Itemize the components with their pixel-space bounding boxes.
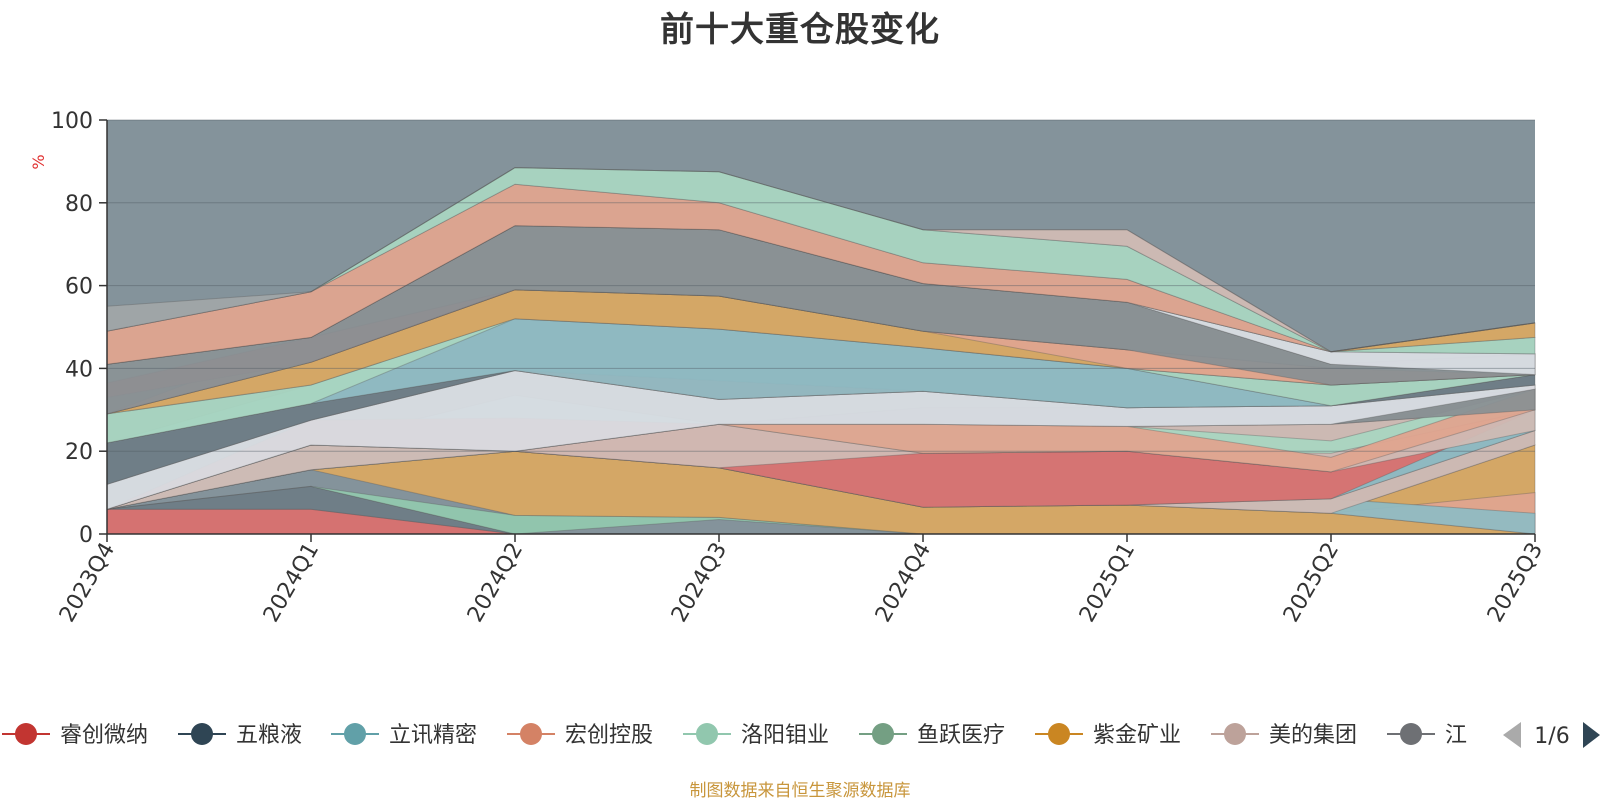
legend-label: 江 bbox=[1445, 723, 1467, 748]
y-tick-label: 100 bbox=[51, 109, 93, 134]
legend-item[interactable]: 鱼跃医疗 bbox=[859, 723, 1005, 748]
legend-label: 五粮液 bbox=[236, 723, 302, 748]
legend-item[interactable]: 紫金矿业 bbox=[1035, 723, 1181, 748]
legend[interactable]: 睿创微纳 五粮液 立讯精密 宏创控股 洛阳钼业 鱼跃医疗 紫金矿业 美的集团 江 bbox=[2, 723, 1467, 748]
legend-marker-icon bbox=[191, 723, 213, 745]
legend-marker-icon bbox=[15, 723, 37, 745]
chart-title: 前十大重仓股变化 bbox=[660, 10, 940, 50]
legend-prev-page-icon[interactable] bbox=[1503, 722, 1521, 748]
x-axis: 2023Q4 2024Q1 2024Q2 2024Q3 2024Q4 2025Q1 2025… bbox=[55, 533, 1548, 627]
legend-marker-icon bbox=[520, 723, 542, 745]
plot-layers bbox=[106, 120, 1536, 535]
legend-pager[interactable]: 1/6 bbox=[1503, 722, 1600, 749]
x-tick-label: 2024Q3 bbox=[667, 539, 732, 627]
x-tick-label: 2024Q2 bbox=[463, 539, 528, 627]
legend-marker-icon bbox=[1048, 723, 1070, 745]
legend-item[interactable]: 江 bbox=[1387, 723, 1467, 748]
legend-marker-icon bbox=[696, 723, 718, 745]
x-tick-label: 2024Q4 bbox=[871, 539, 936, 627]
legend-item[interactable]: 美的集团 bbox=[1211, 723, 1357, 748]
legend-marker-icon bbox=[872, 723, 894, 745]
y-axis: 0 20 40 60 80 100 bbox=[51, 109, 108, 548]
legend-label: 立讯精密 bbox=[389, 723, 477, 748]
x-tick-label: 2025Q3 bbox=[1483, 539, 1548, 627]
y-axis-unit-label: % bbox=[29, 154, 48, 169]
legend-label: 紫金矿业 bbox=[1093, 723, 1181, 748]
x-tick-label: 2025Q1 bbox=[1075, 539, 1140, 627]
legend-item[interactable]: 洛阳钼业 bbox=[683, 723, 829, 748]
legend-label: 宏创控股 bbox=[565, 723, 653, 748]
x-tick-label: 2023Q4 bbox=[55, 539, 120, 627]
grid-lines bbox=[107, 119, 1535, 452]
legend-marker-icon bbox=[344, 723, 366, 745]
legend-label: 洛阳钼业 bbox=[741, 723, 829, 748]
area-layer-30 bbox=[106, 167, 1536, 353]
legend-item[interactable]: 宏创控股 bbox=[507, 723, 653, 748]
y-tick-label: 0 bbox=[79, 523, 93, 548]
legend-label: 睿创微纳 bbox=[60, 723, 148, 748]
y-tick-label: 60 bbox=[65, 275, 93, 300]
y-tick-label: 40 bbox=[65, 357, 93, 382]
legend-label: 鱼跃医疗 bbox=[917, 723, 1005, 748]
legend-marker-icon bbox=[1400, 723, 1422, 745]
legend-item[interactable]: 睿创微纳 bbox=[2, 723, 148, 748]
legend-label: 美的集团 bbox=[1269, 723, 1357, 748]
source-note: 制图数据来自恒生聚源数据库 bbox=[689, 781, 911, 801]
legend-item[interactable]: 立讯精密 bbox=[331, 723, 477, 748]
legend-item[interactable]: 五粮液 bbox=[178, 723, 302, 748]
x-tick-label: 2025Q2 bbox=[1279, 539, 1344, 627]
legend-marker-icon bbox=[1224, 723, 1246, 745]
y-tick-label: 20 bbox=[65, 440, 93, 465]
legend-page-indicator: 1/6 bbox=[1534, 724, 1569, 749]
x-tick-label: 2024Q1 bbox=[259, 539, 324, 627]
y-tick-label: 80 bbox=[65, 192, 93, 217]
legend-next-page-icon[interactable] bbox=[1583, 722, 1600, 748]
